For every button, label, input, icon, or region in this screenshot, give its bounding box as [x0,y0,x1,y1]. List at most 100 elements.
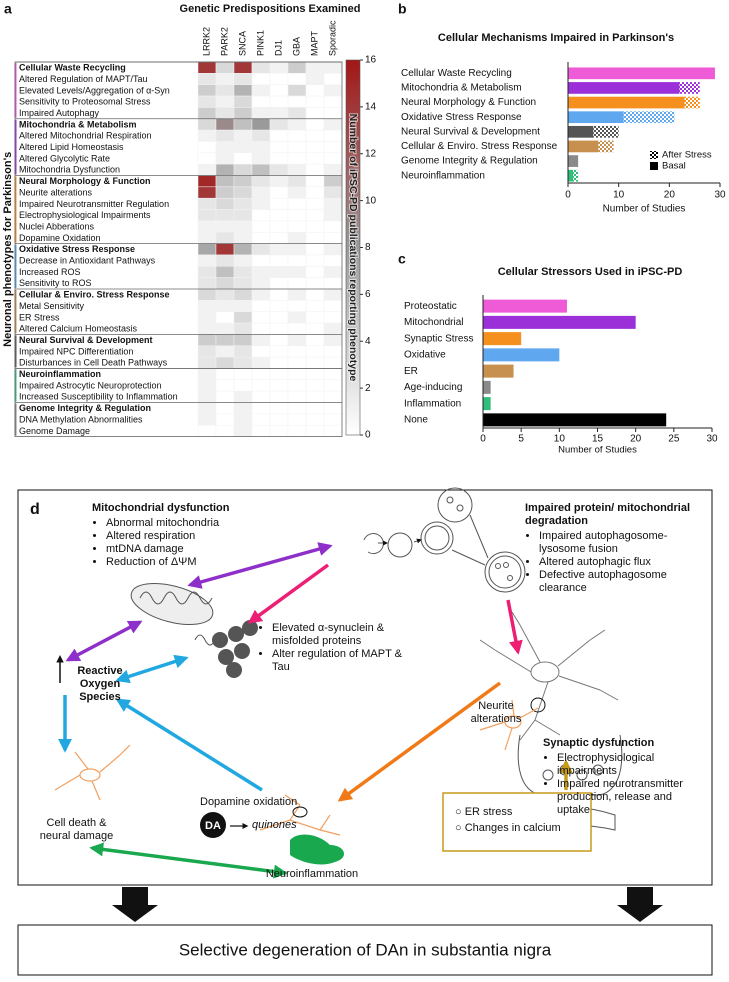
heat-cell [233,73,253,85]
heat-cell [323,288,343,301]
heat-cell [251,311,271,324]
category-label: Age-inducing [404,382,462,393]
heat-cell [197,243,217,256]
heat-cell [197,413,217,426]
bar-segment [568,169,574,182]
row-label: Cellular Waste Recycling [19,63,126,73]
heat-cell [233,118,253,131]
heat-cell [305,300,325,312]
heat-cell [233,141,253,154]
heat-cell [251,356,271,369]
heat-cell [323,266,343,278]
bar-segment [568,140,599,153]
neurite-icon [479,699,539,751]
heat-cell [287,356,307,369]
er-text: ER stress [464,806,513,818]
heat-cell [215,311,235,324]
heat-cell [287,118,307,131]
x-axis-label: Number of Studies [558,445,637,456]
heat-cell [233,209,253,222]
heat-cell [305,107,325,120]
column-label: GBA [291,37,301,56]
heat-cell [287,232,307,244]
heat-cell [251,288,271,301]
heat-cell [305,84,325,97]
heat-cell [269,129,289,142]
heat-cell [233,402,253,415]
heat-cell [323,141,343,154]
heat-cell [197,84,217,97]
heat-cell [269,220,289,233]
heat-cell [287,254,307,267]
row-label: Altered Calcium Homeostasis [19,324,138,334]
bar [483,397,491,411]
heat-cell [269,368,289,381]
heat-cell [215,220,235,233]
heat-cell [323,197,343,210]
da-badge [200,812,226,838]
x-tick-label: 10 [613,190,625,201]
bar-segment [568,125,594,138]
heat-cell [305,61,325,74]
bar-segment [679,82,700,94]
heat-cell [305,209,325,222]
heat-cell [251,254,271,267]
heat-cell [269,356,289,369]
heat-cell [323,424,343,437]
category-label: None [404,415,428,426]
category-label: Cellular & Enviro. Stress Response [401,141,558,152]
column-label: DJ1 [273,40,283,56]
heat-cell [269,424,289,437]
bar [483,364,514,378]
heat-cell [233,311,253,324]
ros-label: Reactive Oxygen Species [77,665,123,703]
heat-cell [215,300,235,312]
heat-cell [215,209,235,222]
heat-cell [233,107,253,120]
heat-cell [251,129,271,142]
heat-cell [323,300,343,312]
heat-cell [287,141,307,154]
heat-cell [233,288,253,301]
heat-cell [251,84,271,97]
heat-cell [269,322,289,335]
heat-cell [251,61,271,74]
bar-segment [568,82,680,94]
heat-cell [269,334,289,346]
heat-cell [323,61,343,74]
heat-cell [269,254,289,267]
column-label: Sporadic [327,20,337,56]
heat-cell [215,141,235,154]
heat-cell [215,288,235,301]
heat-cell [233,413,253,426]
bar-segment [573,169,579,182]
heat-cell [287,334,307,346]
heat-cell [269,311,289,324]
heat-cell [305,197,325,210]
heat-cell [215,107,235,120]
bar [483,413,667,427]
row-label: Mitochondria & Metabolism [19,119,137,129]
row-label: ER Stress [19,312,60,322]
category-label: Oxidative [404,350,446,361]
row-label: Impaired NPC Differentiation [19,346,133,356]
heat-cell [269,232,289,244]
heat-cell [323,413,343,426]
row-label: Cellular & Enviro. Stress Response [19,290,170,300]
heat-cell [269,197,289,210]
category-label: Neuroinflammation [401,170,485,181]
list: Elevated α-synuclein & misfolded protein… [258,622,408,674]
list-item: mtDNA damage [106,543,282,556]
heat-cell [251,175,271,188]
bar-segment [623,111,675,124]
bar-segment [593,125,619,138]
category-label: Cellular Waste Recycling [401,68,512,79]
heat-cell [251,266,271,278]
bar-segment [568,111,624,124]
column-label: LRRK2 [201,27,211,56]
heat-cell [215,390,235,403]
heat-cell [197,129,217,142]
category-label: Synaptic Stress [404,333,473,344]
